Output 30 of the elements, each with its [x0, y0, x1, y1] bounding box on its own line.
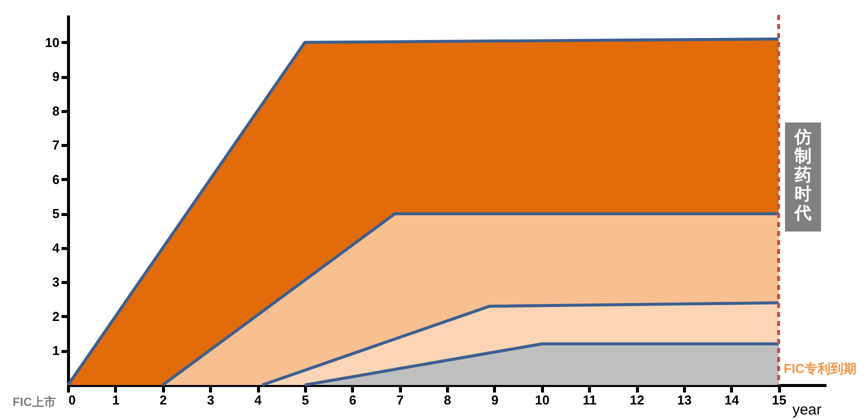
x-tick-label: 13	[677, 392, 692, 408]
x-tick-label: 2	[160, 392, 167, 408]
x-tick-label: 6	[349, 392, 356, 408]
y-tick-label: 5	[52, 206, 60, 222]
x-axis-title: year	[792, 402, 822, 418]
y-tick-label: 8	[52, 103, 60, 118]
ref-line-label: FIC专利到期	[784, 361, 857, 376]
x-tick-label: 8	[444, 392, 452, 408]
x-tick-label: 14	[724, 392, 740, 408]
x-tick-label: 7	[396, 392, 404, 408]
annotation: 仿制药时代	[794, 128, 812, 222]
x-tick-label: 1	[112, 392, 120, 408]
y-tick-label: 10	[45, 34, 60, 50]
y-tick-label: 9	[52, 69, 60, 84]
y-tick-label: 6	[52, 172, 60, 187]
x-tick-label: 15	[772, 392, 786, 408]
y-tick-label: 7	[52, 138, 60, 153]
x-tick-label: 3	[207, 392, 214, 408]
annotation: FIC上市	[12, 395, 56, 409]
x-tick-label: 11	[582, 392, 596, 408]
x-tick-label: 5	[302, 392, 309, 408]
y-tick-label: 4	[52, 240, 60, 256]
x-tick-label: 10	[535, 392, 550, 408]
x-tick-label: 9	[491, 392, 498, 408]
y-tick-label: 3	[52, 274, 60, 290]
y-tick-label: 1	[52, 343, 60, 358]
x-tick-label: 0	[68, 392, 76, 408]
x-tick-label: 12	[630, 392, 644, 408]
y-tick-label: 2	[52, 308, 60, 324]
x-tick-label: 4	[254, 392, 262, 408]
